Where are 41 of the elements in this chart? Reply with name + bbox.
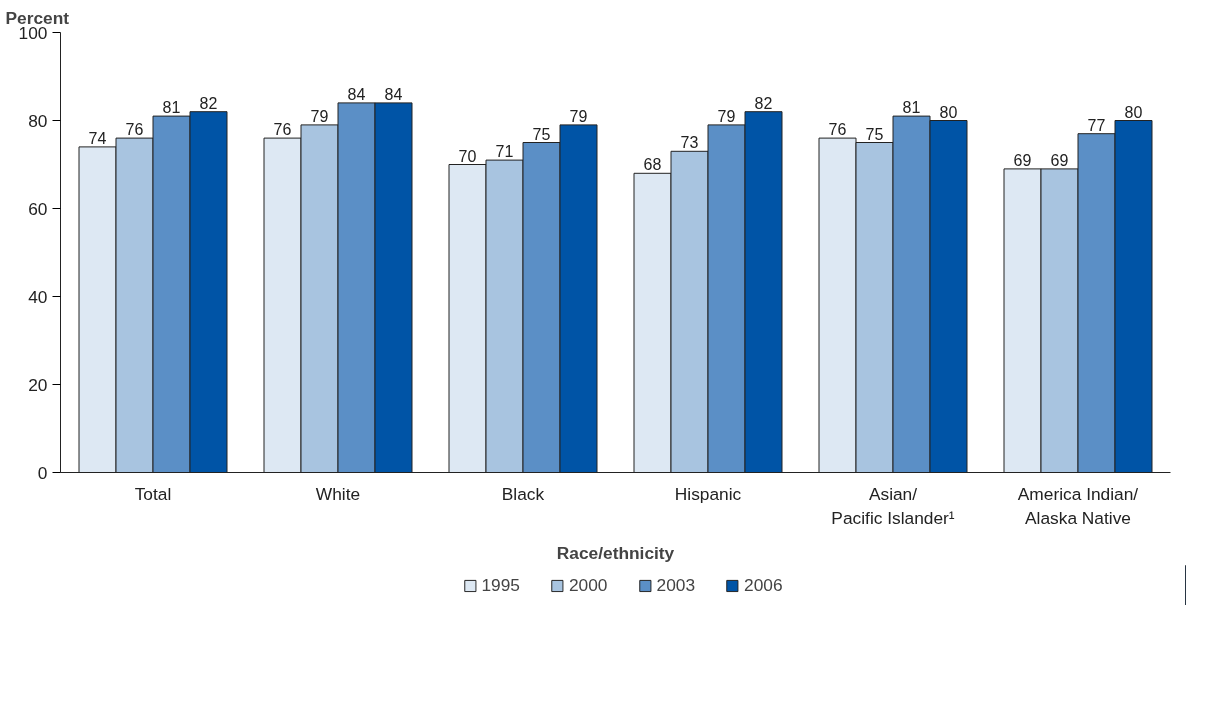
- data-label: 79: [310, 107, 329, 125]
- data-label: 84: [347, 85, 366, 103]
- data-label: 84: [384, 85, 403, 103]
- data-label: 76: [125, 121, 144, 139]
- data-label: 76: [273, 121, 292, 139]
- x-tick-label: Total: [134, 483, 172, 504]
- data-label: 71: [495, 143, 514, 161]
- data-label: 69: [1013, 151, 1032, 169]
- data-label: 80: [1124, 103, 1143, 121]
- data-label: 70: [458, 147, 477, 165]
- data-label: 82: [199, 94, 218, 112]
- data-label: 75: [532, 125, 551, 143]
- data-label: 79: [569, 107, 588, 125]
- y-tick-label: 0: [37, 462, 48, 483]
- y-tick-label: 60: [28, 198, 48, 219]
- data-label: 80: [939, 103, 958, 121]
- y-tick-label: 20: [28, 374, 48, 395]
- data-label: 82: [754, 94, 773, 112]
- legend-label: 1995: [481, 574, 520, 596]
- legend-label: 2006: [744, 574, 783, 596]
- x-tick-label: America Indian/ Alaska Native: [1017, 483, 1139, 528]
- x-tick-label: White: [315, 483, 361, 504]
- data-label: 77: [1087, 116, 1106, 134]
- data-label: 81: [162, 99, 181, 117]
- data-label: 73: [680, 134, 699, 152]
- x-tick-label: Hispanic: [674, 483, 742, 504]
- y-axis-title: Percent: [5, 7, 70, 28]
- data-label: 75: [865, 125, 884, 143]
- y-tick-label: 40: [28, 286, 48, 307]
- data-label: 76: [828, 121, 847, 139]
- data-label: 68: [643, 156, 662, 174]
- data-label: 74: [88, 129, 107, 147]
- x-tick-label: Asian/ Pacific Islander¹: [831, 483, 955, 528]
- data-label: 81: [902, 99, 921, 117]
- y-tick-label: 80: [28, 110, 48, 131]
- x-tick-label: Black: [501, 483, 545, 504]
- data-label: 79: [717, 107, 736, 125]
- x-axis-title: Race/ethnicity: [556, 542, 675, 563]
- legend-label: 2003: [656, 574, 696, 596]
- legend-label: 2000: [568, 574, 608, 596]
- data-label: 69: [1050, 151, 1069, 169]
